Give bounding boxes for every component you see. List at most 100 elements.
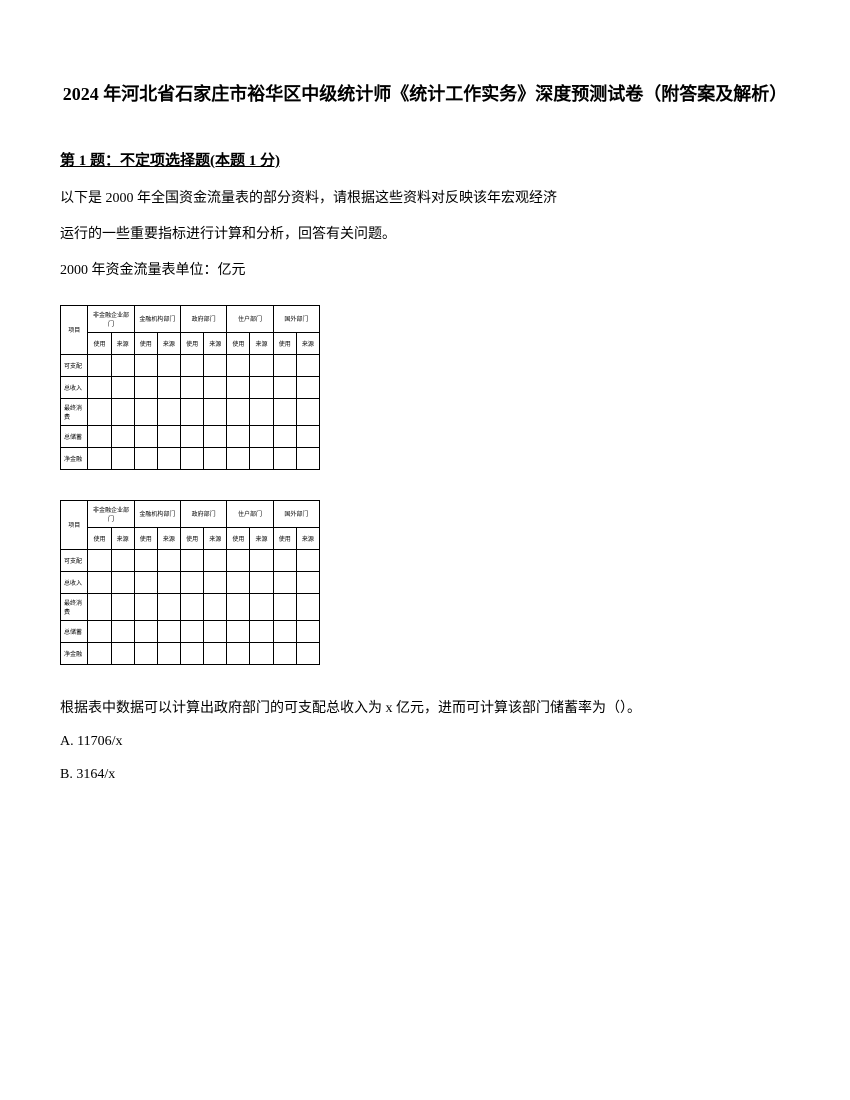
- table-header-col2: 金融机构部门: [134, 305, 180, 332]
- conclusion-text: 根据表中数据可以计算出政府部门的可支配总收入为 x 亿元，进而可计算该部门储蓄率…: [60, 695, 790, 723]
- table-cell: [250, 354, 273, 376]
- table-cell: [134, 642, 157, 664]
- table-cell: [204, 620, 227, 642]
- table-cell: [273, 593, 296, 620]
- table-subheader: 来源: [296, 527, 319, 549]
- table-header-col3: 政府部门: [181, 305, 227, 332]
- table-cell: [134, 571, 157, 593]
- table-cell: [88, 571, 111, 593]
- table-row-label: 最终消费: [61, 593, 88, 620]
- table-cell: [88, 398, 111, 425]
- table-cell: [111, 354, 134, 376]
- table-header-col3: 政府部门: [181, 500, 227, 527]
- table-cell: [181, 398, 204, 425]
- table-cell: [296, 425, 319, 447]
- table-cell: [296, 398, 319, 425]
- table-subheader: 使用: [273, 527, 296, 549]
- table-cell: [181, 376, 204, 398]
- table-subheader: 来源: [250, 527, 273, 549]
- table-cell: [250, 376, 273, 398]
- table-row-label: 总储蓄: [61, 425, 88, 447]
- table-cell: [227, 571, 250, 593]
- table-cell: [157, 398, 180, 425]
- table-cell: [204, 593, 227, 620]
- option-a: A. 11706/x: [60, 728, 790, 756]
- table-cell: [227, 549, 250, 571]
- table-cell: [134, 447, 157, 469]
- table-cell: [88, 593, 111, 620]
- table-cell: [227, 593, 250, 620]
- table-cell: [111, 549, 134, 571]
- table-cell: [181, 447, 204, 469]
- table-cell: [134, 376, 157, 398]
- table-cell: [204, 549, 227, 571]
- table-cell: [227, 447, 250, 469]
- table-header-col4: 住户部门: [227, 305, 273, 332]
- table-cell: [227, 354, 250, 376]
- table-subheader: 使用: [273, 332, 296, 354]
- table-row-label: 总储蓄: [61, 620, 88, 642]
- table-row-label: 总收入: [61, 571, 88, 593]
- table-cell: [250, 642, 273, 664]
- table-cell: [204, 354, 227, 376]
- table-cell: [134, 425, 157, 447]
- table-cell: [204, 571, 227, 593]
- table-cell: [227, 398, 250, 425]
- table-subheader: 使用: [227, 527, 250, 549]
- table-cell: [157, 376, 180, 398]
- table-cell: [88, 549, 111, 571]
- table-header-col5: 国外部门: [273, 305, 319, 332]
- table-cell: [250, 593, 273, 620]
- table-subheader: 来源: [111, 332, 134, 354]
- table-cell: [157, 620, 180, 642]
- table-subheader: 来源: [157, 527, 180, 549]
- table-subheader: 来源: [250, 332, 273, 354]
- table-cell: [273, 549, 296, 571]
- table-row-label: 净金融: [61, 642, 88, 664]
- table-cell: [227, 376, 250, 398]
- table-subheader: 使用: [88, 332, 111, 354]
- table-cell: [134, 593, 157, 620]
- table-cell: [181, 620, 204, 642]
- table-cell: [111, 398, 134, 425]
- table-subheader: 来源: [204, 332, 227, 354]
- table-corner-label: 项目: [61, 500, 88, 549]
- table-cell: [88, 376, 111, 398]
- question-line-1: 以下是 2000 年全国资金流量表的部分资料，请根据这些资料对反映该年宏观经济: [60, 185, 790, 213]
- table-cell: [157, 549, 180, 571]
- table-cell: [227, 425, 250, 447]
- table-cell: [134, 549, 157, 571]
- data-table-1: 项目 非金融企业部门 金融机构部门 政府部门 住户部门 国外部门 使用 来源 使…: [60, 305, 790, 470]
- table-cell: [204, 447, 227, 469]
- table-cell: [296, 376, 319, 398]
- table-cell: [88, 642, 111, 664]
- table-cell: [181, 571, 204, 593]
- table-header-col1: 非金融企业部门: [88, 305, 134, 332]
- table-cell: [273, 376, 296, 398]
- question-line-2: 运行的一些重要指标进行计算和分析，回答有关问题。: [60, 221, 790, 249]
- table-cell: [134, 620, 157, 642]
- data-table-2: 项目 非金融企业部门 金融机构部门 政府部门 住户部门 国外部门 使用 来源 使…: [60, 500, 790, 665]
- table-subheader: 来源: [157, 332, 180, 354]
- table-row-label: 可支配: [61, 549, 88, 571]
- table-cell: [111, 425, 134, 447]
- table-cell: [111, 593, 134, 620]
- table-cell: [296, 593, 319, 620]
- question-line-3: 2000 年资金流量表单位：亿元: [60, 257, 790, 285]
- table-subheader: 使用: [227, 332, 250, 354]
- document-title: 2024 年河北省石家庄市裕华区中级统计师《统计工作实务》深度预测试卷（附答案及…: [60, 80, 790, 109]
- table-cell: [157, 447, 180, 469]
- table-row-label: 可支配: [61, 354, 88, 376]
- table-cell: [204, 425, 227, 447]
- table-subheader: 来源: [111, 527, 134, 549]
- table-cell: [204, 642, 227, 664]
- table-subheader: 使用: [181, 332, 204, 354]
- table-subheader: 来源: [204, 527, 227, 549]
- table-subheader: 使用: [181, 527, 204, 549]
- table-cell: [273, 354, 296, 376]
- table-row-label: 总收入: [61, 376, 88, 398]
- table-cell: [227, 620, 250, 642]
- table-cell: [296, 620, 319, 642]
- table-subheader: 使用: [134, 527, 157, 549]
- table-cell: [88, 620, 111, 642]
